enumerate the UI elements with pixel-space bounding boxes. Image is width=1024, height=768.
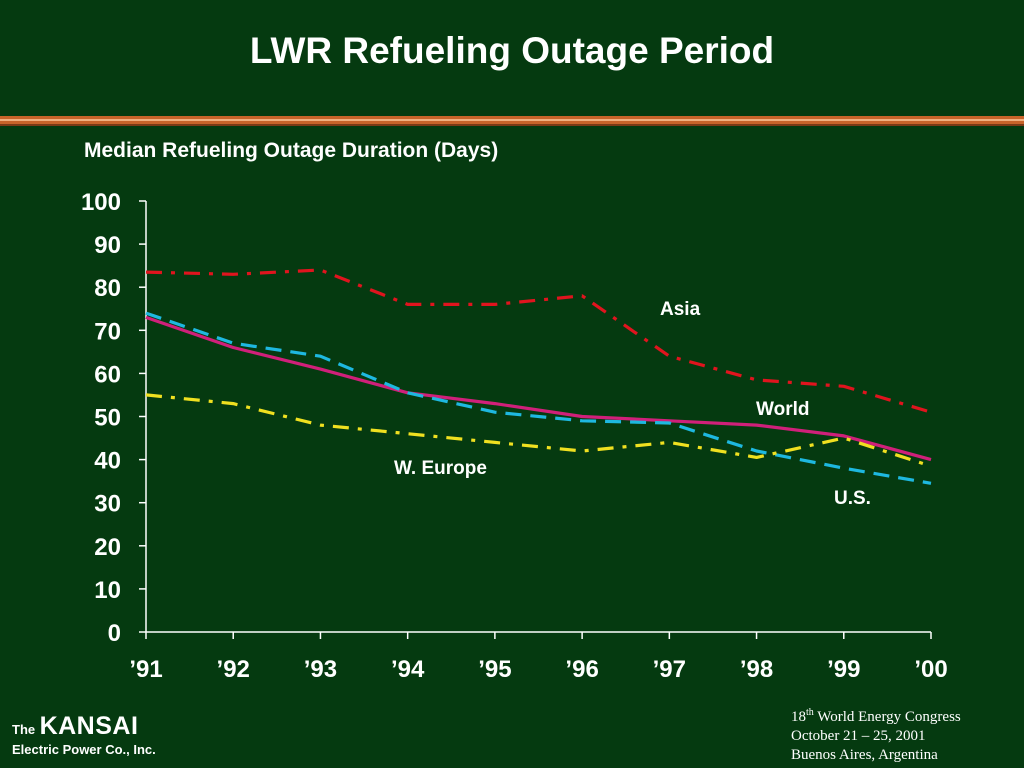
logo-name: KANSAI: [39, 712, 139, 740]
y-tick-label: 80: [94, 275, 121, 302]
x-tick-label: ’98: [740, 656, 773, 683]
series-label: Asia: [660, 299, 701, 320]
x-tick-label: ’00: [914, 656, 947, 683]
x-tick-label: ’94: [391, 656, 425, 683]
x-tick-label: ’91: [129, 656, 162, 683]
event-location: Buenos Aires, Argentina: [791, 747, 938, 763]
event-name-line: 18th World Energy Congress: [791, 703, 961, 727]
x-tick-label: ’96: [565, 656, 598, 683]
x-tick-label: ’95: [478, 656, 511, 683]
company-logo: The KANSAI Electric Power Co., Inc.: [12, 712, 156, 759]
event-ordinal-suffix: th: [806, 707, 814, 718]
series-label: U.S.: [834, 488, 871, 509]
divider-band-highlight: [0, 119, 1024, 121]
x-tick-label: ’93: [304, 656, 337, 683]
series-line-u-s: [145, 311, 932, 485]
y-tick-label: 60: [94, 361, 121, 388]
event-name: World Energy Congress: [813, 709, 961, 725]
x-tick-label: ’92: [217, 656, 250, 683]
y-tick-label: 10: [94, 577, 121, 604]
series-label: World: [756, 399, 809, 420]
y-tick-label: 30: [94, 491, 121, 518]
x-tick-label: ’97: [653, 656, 686, 683]
event-dates: October 21 – 25, 2001: [791, 728, 926, 744]
y-tick-label: 40: [94, 448, 121, 475]
event-ordinal: 18: [791, 709, 806, 725]
x-tick-label: ’99: [827, 656, 860, 683]
slide-title: LWR Refueling Outage Period: [249, 30, 775, 71]
logo-the: The: [12, 722, 36, 737]
y-tick-label: 100: [81, 189, 121, 216]
chart-title: Median Refueling Outage Duration (Days): [84, 139, 499, 162]
series-line-w-europe: [145, 393, 932, 468]
series-line-asia: [145, 268, 932, 414]
series-label: W. Europe: [394, 458, 487, 479]
y-tick-label: 0: [108, 620, 121, 647]
series-line-world: [145, 315, 932, 462]
logo-subtitle: Electric Power Co., Inc.: [12, 741, 156, 757]
y-tick-label: 20: [94, 534, 121, 561]
divider-band-lower: [0, 121, 1024, 124]
divider-band-shadow: [0, 124, 1024, 126]
y-tick-label: 90: [94, 232, 121, 259]
event-info: 18th World Energy Congress October 21 – …: [791, 703, 961, 765]
y-tick-label: 70: [94, 318, 121, 345]
y-tick-label: 50: [94, 405, 121, 432]
divider-band: [0, 116, 1024, 119]
